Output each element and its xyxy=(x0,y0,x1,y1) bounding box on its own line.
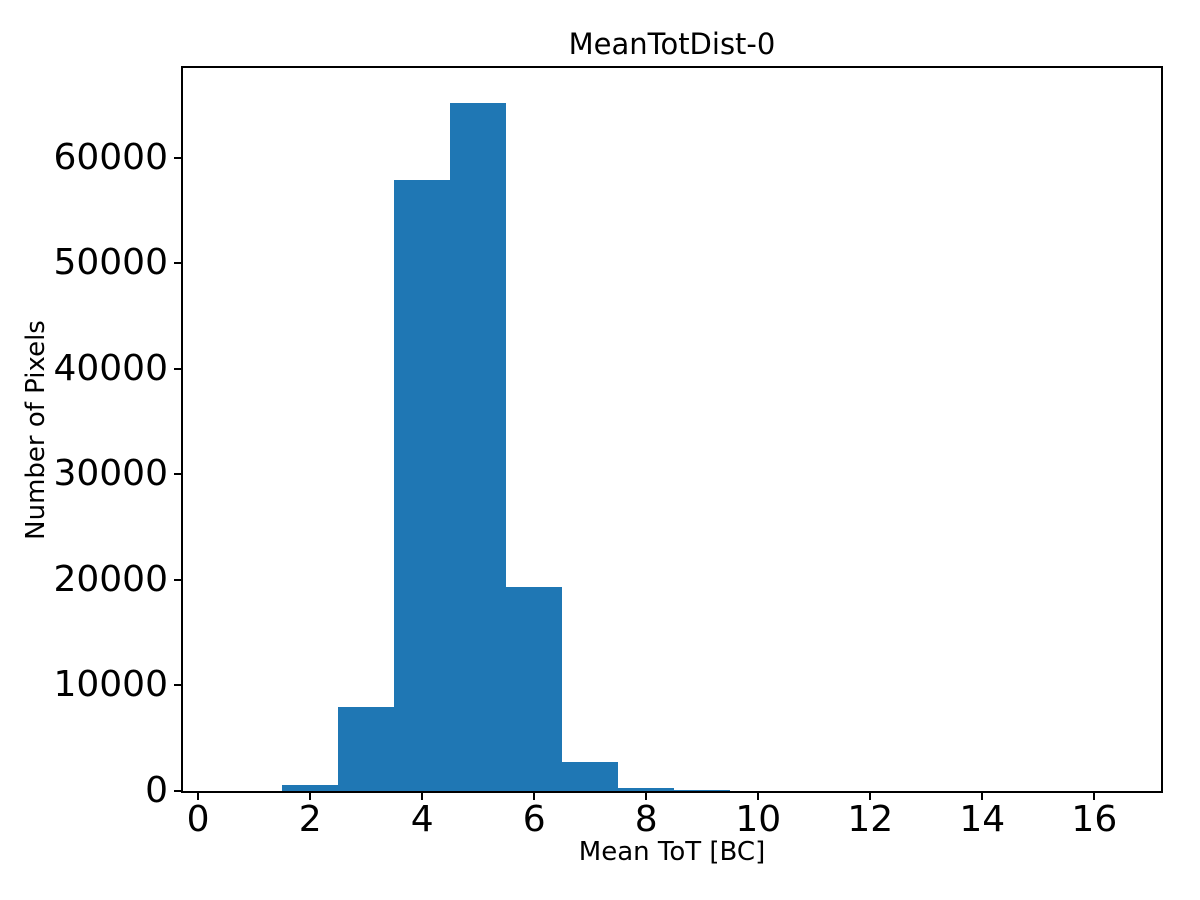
y-tick-label: 40000 xyxy=(53,347,168,389)
histogram-bar xyxy=(674,789,731,791)
chart-title: MeanTotDist-0 xyxy=(568,27,776,61)
y-tick-label: 20000 xyxy=(53,558,168,600)
x-tick-mark xyxy=(757,791,760,800)
axes: 0 2 4 6 8 10 12 14 16 0 10000 20000 30000 40000 50000 6… xyxy=(53,66,1163,838)
x-axis-label: Mean ToT [BC] xyxy=(578,837,766,867)
x-tick-label: 16 xyxy=(1071,799,1118,840)
y-axis-label: Number of Pixels xyxy=(21,320,51,540)
y-tick-mark xyxy=(174,367,183,370)
x-tick-label: 4 xyxy=(410,799,434,840)
x-tick-label: 8 xyxy=(634,799,658,840)
x-tick-mark xyxy=(197,791,200,800)
histogram-bar xyxy=(506,587,563,791)
histogram-bar xyxy=(450,102,507,791)
x-tick-mark xyxy=(869,791,872,800)
x-tick-mark xyxy=(1093,791,1096,800)
x-tick-mark xyxy=(421,791,424,800)
histogram-bar xyxy=(338,706,395,791)
y-tick-label: 0 xyxy=(145,770,168,811)
x-tick-mark xyxy=(533,791,536,800)
histogram-bar xyxy=(394,179,451,791)
x-tick-label: 2 xyxy=(298,799,322,840)
y-tick-mark xyxy=(174,578,183,581)
x-tick-label: 6 xyxy=(522,799,546,840)
histogram-bar xyxy=(618,787,675,791)
y-tick-label: 60000 xyxy=(53,136,168,178)
y-tick-label: 30000 xyxy=(53,453,168,495)
x-tick-mark xyxy=(981,791,984,800)
y-tick-label: 50000 xyxy=(53,242,168,284)
x-tick-label: 14 xyxy=(959,799,1006,840)
y-tick-mark xyxy=(174,684,183,687)
y-tick-mark xyxy=(174,262,183,265)
x-tick-label: 10 xyxy=(735,799,782,840)
x-tick-label: 0 xyxy=(186,799,210,840)
y-tick-label: 10000 xyxy=(53,664,168,706)
histogram-bar xyxy=(562,761,619,791)
histogram-bar xyxy=(282,785,339,791)
x-tick-mark xyxy=(645,791,648,800)
x-tick-mark xyxy=(309,791,312,800)
y-tick-mark xyxy=(174,473,183,476)
y-tick-mark xyxy=(174,790,183,792)
x-tick-label: 12 xyxy=(847,799,894,840)
y-tick-mark xyxy=(174,156,183,159)
